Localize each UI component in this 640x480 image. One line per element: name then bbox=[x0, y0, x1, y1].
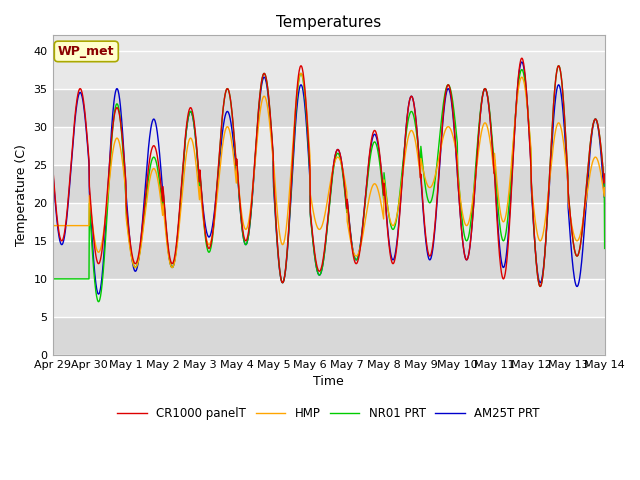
Y-axis label: Temperature (C): Temperature (C) bbox=[15, 144, 28, 246]
AM25T PRT bbox=[159, 183, 166, 189]
HMP bbox=[159, 209, 166, 215]
Bar bbox=[52, 50, 605, 89]
AM25T PRT bbox=[95, 291, 102, 297]
Line: CR1000 panelT: CR1000 panelT bbox=[52, 58, 605, 287]
Bar bbox=[52, 127, 605, 165]
Line: HMP: HMP bbox=[52, 73, 605, 267]
AM25T PRT bbox=[601, 171, 609, 177]
AM25T PRT bbox=[172, 251, 180, 257]
NR01 PRT bbox=[49, 276, 56, 282]
AM25T PRT bbox=[487, 123, 495, 129]
CR1000 panelT bbox=[172, 250, 179, 255]
NR01 PRT bbox=[95, 299, 102, 305]
HMP bbox=[132, 264, 140, 270]
NR01 PRT bbox=[536, 283, 543, 288]
AM25T PRT bbox=[49, 166, 56, 171]
HMP bbox=[415, 162, 423, 168]
CR1000 panelT bbox=[414, 144, 422, 149]
NR01 PRT bbox=[555, 63, 563, 69]
CR1000 panelT bbox=[486, 118, 494, 124]
X-axis label: Time: Time bbox=[313, 375, 344, 388]
NR01 PRT bbox=[172, 251, 180, 257]
Line: AM25T PRT: AM25T PRT bbox=[52, 62, 605, 294]
AM25T PRT bbox=[536, 279, 543, 285]
NR01 PRT bbox=[487, 119, 495, 124]
CR1000 panelT bbox=[536, 284, 544, 289]
NR01 PRT bbox=[234, 169, 241, 175]
Bar bbox=[52, 165, 605, 203]
Bar bbox=[52, 89, 605, 127]
HMP bbox=[298, 71, 305, 76]
AM25T PRT bbox=[518, 59, 525, 65]
HMP bbox=[601, 185, 609, 191]
HMP bbox=[172, 253, 180, 259]
NR01 PRT bbox=[601, 246, 609, 252]
CR1000 panelT bbox=[601, 171, 609, 177]
NR01 PRT bbox=[415, 147, 422, 153]
Bar bbox=[52, 203, 605, 241]
Bar bbox=[52, 279, 605, 317]
AM25T PRT bbox=[415, 147, 422, 153]
Bar bbox=[52, 241, 605, 279]
CR1000 panelT bbox=[49, 162, 56, 168]
CR1000 panelT bbox=[536, 283, 543, 288]
HMP bbox=[234, 170, 241, 176]
CR1000 panelT bbox=[158, 191, 166, 197]
HMP bbox=[536, 238, 543, 243]
HMP bbox=[487, 145, 495, 151]
Title: Temperatures: Temperatures bbox=[276, 15, 381, 30]
CR1000 panelT bbox=[233, 162, 241, 168]
CR1000 panelT bbox=[518, 55, 525, 61]
Line: NR01 PRT: NR01 PRT bbox=[52, 66, 605, 302]
AM25T PRT bbox=[234, 171, 241, 177]
HMP bbox=[49, 223, 56, 228]
Text: WP_met: WP_met bbox=[58, 45, 115, 58]
Legend: CR1000 panelT, HMP, NR01 PRT, AM25T PRT: CR1000 panelT, HMP, NR01 PRT, AM25T PRT bbox=[113, 402, 545, 425]
NR01 PRT bbox=[159, 203, 166, 209]
Bar bbox=[52, 317, 605, 355]
